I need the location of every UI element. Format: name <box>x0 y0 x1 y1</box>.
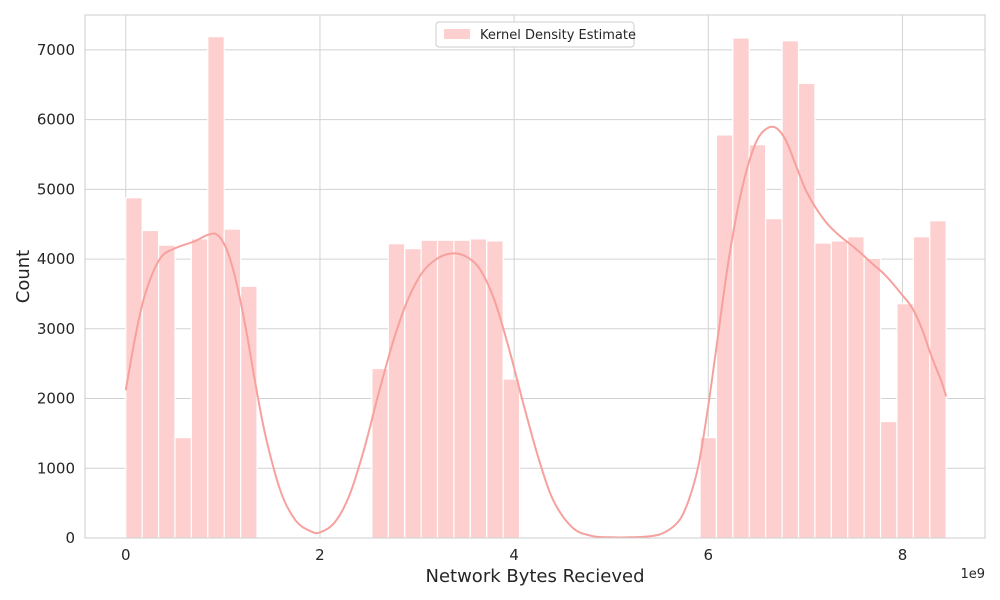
legend-swatch <box>444 29 470 39</box>
histogram-bar <box>469 238 488 539</box>
histogram-bar <box>781 40 800 539</box>
histogram-bar <box>879 420 898 539</box>
y-tick-label: 7000 <box>37 41 75 59</box>
y-tick-label: 4000 <box>37 250 75 268</box>
legend: Kernel Density Estimate <box>435 21 636 48</box>
histogram-bars <box>125 36 947 539</box>
histogram-bar <box>240 285 258 539</box>
histogram-bar <box>387 243 406 539</box>
histogram-bar <box>896 303 914 539</box>
x-tick-label: 0 <box>121 546 131 564</box>
histogram-bar <box>814 242 832 539</box>
histogram-bar <box>436 239 455 539</box>
y-tick-label: 5000 <box>37 180 75 198</box>
histogram-bar <box>207 36 225 539</box>
histogram-bar <box>863 257 882 539</box>
histogram-bar <box>190 238 209 539</box>
y-axis-title: Count <box>13 250 34 303</box>
histogram-bar <box>847 236 865 539</box>
histogram-bar <box>502 378 521 539</box>
histogram-bar <box>748 144 767 539</box>
histogram-bar <box>453 239 471 539</box>
plot-frame <box>84 14 986 539</box>
x-tick-label: 2 <box>315 546 325 564</box>
y-tick-label: 2000 <box>37 390 75 408</box>
histogram-bar <box>765 218 783 539</box>
y-tick-labels: 0 1000 2000 3000 4000 5000 6000 7000 <box>37 41 75 547</box>
y-tick-label: 0 <box>65 529 75 547</box>
x-axis-scale-label: 1e9 <box>960 567 985 582</box>
histogram-bar <box>929 220 947 539</box>
histogram-bar <box>223 228 242 539</box>
histogram-bar <box>404 248 422 539</box>
y-tick-label: 1000 <box>37 459 75 477</box>
x-tick-labels: 0 2 4 6 8 <box>121 546 907 564</box>
histogram-bar <box>912 236 931 539</box>
kde-curve <box>124 125 948 539</box>
histogram-bar <box>174 436 193 539</box>
histogram-bar <box>420 239 439 539</box>
y-tick-label: 6000 <box>37 111 75 129</box>
histogram-bar <box>830 240 849 539</box>
histogram-bar <box>125 197 143 539</box>
legend-entry-kde: Kernel Density Estimate <box>480 28 636 43</box>
histogram-bar <box>371 367 389 539</box>
x-tick-label: 8 <box>898 546 908 564</box>
histogram-bar <box>732 37 750 539</box>
x-tick-label: 6 <box>704 546 714 564</box>
histogram-bar <box>699 436 718 539</box>
histogram-bar <box>157 244 176 539</box>
x-tick-label: 4 <box>509 546 519 564</box>
legend-box <box>435 21 635 48</box>
y-tick-label: 3000 <box>37 320 75 338</box>
x-axis-title: Network Bytes Recieved <box>425 566 644 587</box>
histogram-bar <box>797 82 816 539</box>
